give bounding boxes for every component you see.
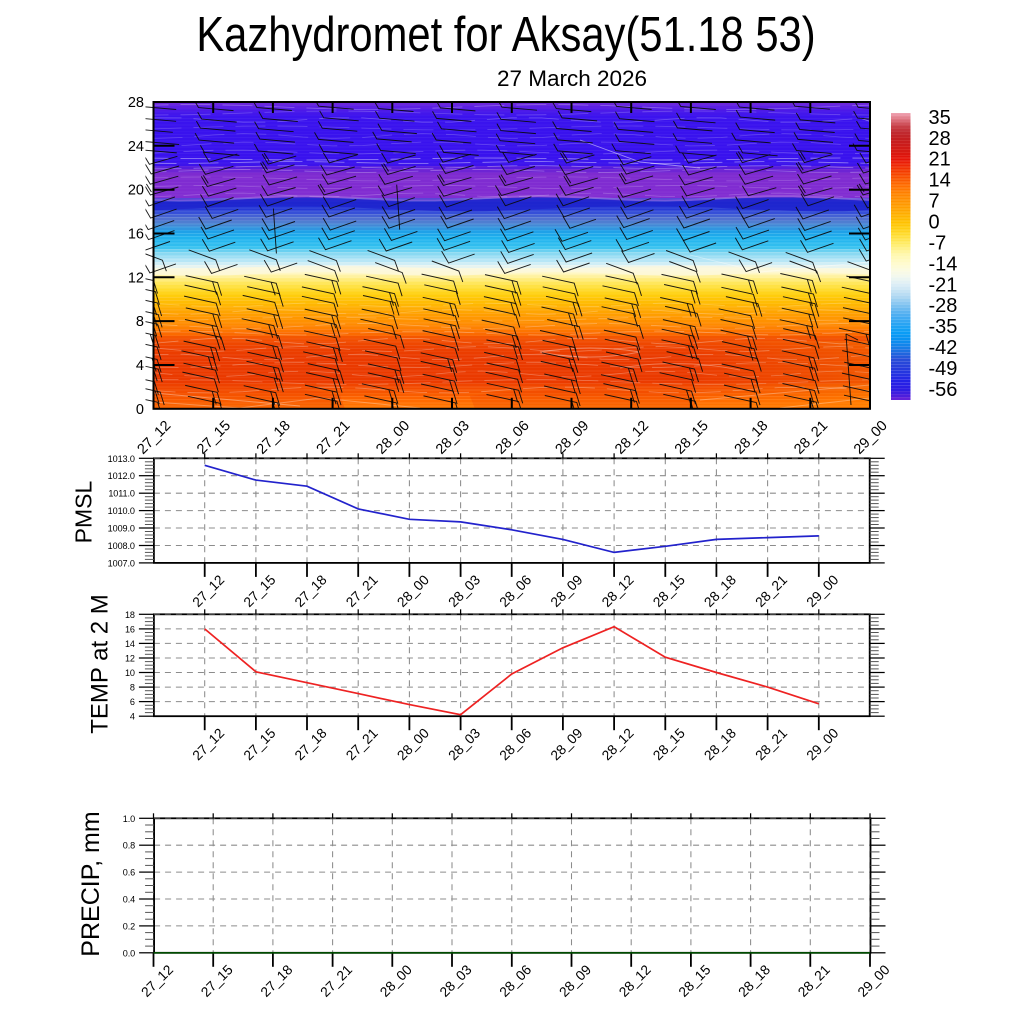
svg-text:8: 8 <box>130 683 135 693</box>
svg-text:12: 12 <box>125 654 135 664</box>
svg-text:4: 4 <box>136 358 144 374</box>
svg-text:1007.0: 1007.0 <box>108 558 135 568</box>
svg-text:-49: -49 <box>929 358 958 380</box>
svg-text:28: 28 <box>128 95 144 111</box>
svg-text:1010.0: 1010.0 <box>108 506 135 516</box>
svg-text:16: 16 <box>128 227 144 243</box>
svg-text:18: 18 <box>125 610 135 620</box>
svg-text:0.8: 0.8 <box>123 841 135 851</box>
svg-text:4: 4 <box>130 712 135 722</box>
svg-text:-56: -56 <box>929 379 958 401</box>
svg-text:1012.0: 1012.0 <box>108 471 135 481</box>
svg-text:-42: -42 <box>929 337 958 359</box>
svg-text:1008.0: 1008.0 <box>108 541 135 551</box>
svg-text:1009.0: 1009.0 <box>108 524 135 534</box>
svg-text:1011.0: 1011.0 <box>108 489 135 499</box>
svg-text:0: 0 <box>929 212 940 234</box>
svg-text:8: 8 <box>136 314 144 330</box>
svg-text:1.0: 1.0 <box>123 814 135 824</box>
svg-text:12: 12 <box>128 270 144 286</box>
svg-text:-21: -21 <box>929 274 958 296</box>
svg-text:21: 21 <box>929 149 951 171</box>
svg-text:28: 28 <box>929 128 951 150</box>
svg-text:0.0: 0.0 <box>123 948 135 958</box>
svg-text:-14: -14 <box>929 253 958 275</box>
svg-text:14: 14 <box>929 170 951 192</box>
svg-text:-28: -28 <box>929 295 958 317</box>
svg-text:Kazhydromet for Aksay(51.18 53: Kazhydromet for Aksay(51.18 53) <box>196 7 815 62</box>
svg-text:-35: -35 <box>929 316 958 338</box>
svg-text:7: 7 <box>929 191 940 213</box>
svg-text:0: 0 <box>136 402 144 418</box>
svg-text:PRECIP, mm: PRECIP, mm <box>77 811 105 956</box>
svg-text:PMSL: PMSL <box>71 480 97 543</box>
svg-text:TEMP at 2 M: TEMP at 2 M <box>87 594 114 734</box>
svg-text:35: 35 <box>929 107 951 129</box>
svg-text:1013.0: 1013.0 <box>108 454 135 464</box>
svg-text:16: 16 <box>125 624 135 634</box>
svg-text:0.2: 0.2 <box>123 921 135 931</box>
svg-text:0.4: 0.4 <box>123 895 135 905</box>
svg-text:24: 24 <box>128 139 144 155</box>
svg-text:14: 14 <box>125 639 135 649</box>
svg-text:-7: -7 <box>929 233 947 255</box>
svg-text:6: 6 <box>130 697 135 707</box>
svg-text:0.6: 0.6 <box>123 868 135 878</box>
svg-text:27 March 2026: 27 March 2026 <box>497 66 647 91</box>
svg-text:20: 20 <box>128 183 144 199</box>
svg-text:10: 10 <box>125 668 135 678</box>
